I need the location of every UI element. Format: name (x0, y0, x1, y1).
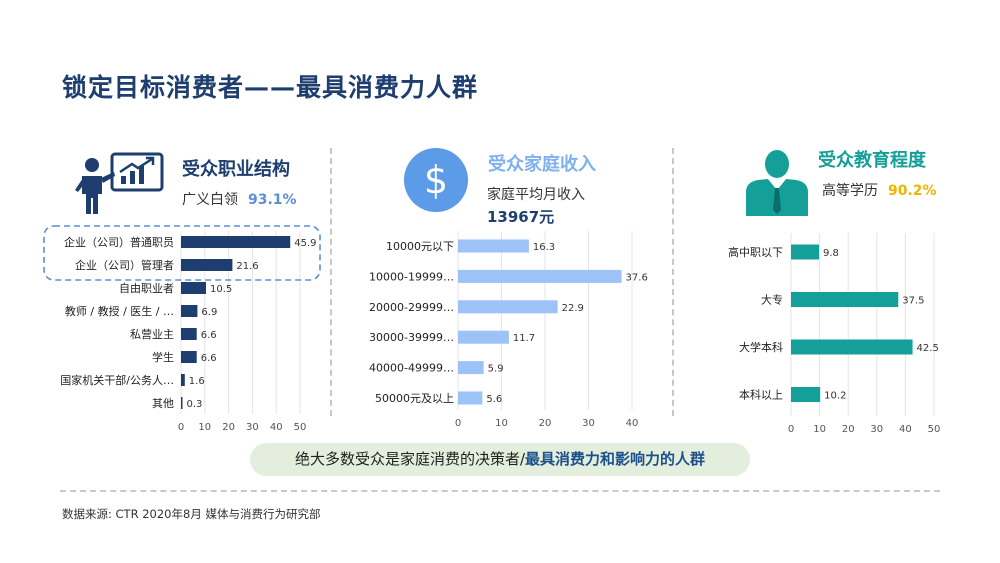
income-category-label: 40000-49999… (369, 362, 454, 375)
education-tick-label: 30 (870, 424, 883, 435)
occupation-category-label: 私营业主 (130, 327, 174, 341)
occupation-category-label: 企业（公司）普通职员 (64, 235, 174, 249)
occupation-data-label: 21.6 (236, 261, 258, 272)
income-bar (458, 239, 529, 253)
education-tick-label: 10 (813, 424, 826, 435)
income-subtitle: 家庭平均月收入 (487, 187, 585, 203)
occupation-bar (181, 282, 206, 294)
occupation-data-label: 45.9 (294, 238, 316, 249)
income-bar (458, 361, 484, 375)
education-bar (791, 244, 820, 260)
income-tick-label: 20 (539, 418, 552, 429)
income-bar (458, 391, 483, 405)
education-bar (791, 387, 821, 402)
occupation-data-label: 6.6 (201, 353, 217, 364)
occupation-category-label: 教师 / 教授 / 医生 / … (65, 304, 174, 318)
income-tick-label: 10 (495, 418, 508, 429)
education-bar (791, 292, 899, 307)
income-data-label: 22.9 (562, 303, 584, 314)
income-category-label: 10000元以下 (386, 240, 454, 253)
income-category-label: 50000元及以上 (375, 392, 454, 405)
occupation-tick-label: 50 (294, 422, 307, 433)
income-category-label: 20000-29999… (369, 301, 454, 314)
occupation-tick-label: 0 (178, 422, 184, 433)
occupation-bar (181, 236, 291, 248)
occupation-data-label: 6.6 (201, 330, 217, 341)
income-data-label: 5.6 (486, 394, 502, 405)
education-subtitle: 高等学历 90.2% (822, 180, 937, 200)
income-tick-label: 30 (582, 418, 595, 429)
income-bar (458, 330, 509, 344)
occupation-category-label: 学生 (152, 350, 174, 364)
education-bar (791, 339, 913, 355)
data-source: 数据来源: CTR 2020年8月 媒体与消费行为研究部 (62, 507, 321, 521)
summary-banner-highlight: 最具消费力和影响力的人群 (525, 450, 706, 468)
presenter-chart-icon (72, 152, 164, 220)
education-category-label: 大学本科 (739, 340, 783, 354)
occupation-highlight-box (43, 225, 321, 281)
income-data-label: 16.3 (533, 242, 555, 253)
education-tick-label: 50 (928, 424, 941, 435)
occupation-subtitle: 广义白领 93.1% (182, 189, 297, 209)
income-data-label: 5.9 (488, 364, 504, 375)
education-data-label: 42.5 (917, 343, 939, 354)
occupation-bar (181, 328, 197, 340)
svg-text:$: $ (424, 158, 448, 202)
footer-divider (60, 490, 940, 492)
education-category-label: 大专 (761, 293, 783, 307)
income-category-label: 10000-19999… (369, 270, 454, 283)
income-tick-label: 40 (626, 418, 639, 429)
education-category-label: 本科以上 (739, 388, 783, 402)
person-suit-icon (744, 148, 810, 220)
education-title: 受众教育程度 (818, 150, 926, 171)
occupation-bar (181, 259, 233, 271)
occupation-pct: 93.1% (248, 192, 297, 208)
panel-divider-left (330, 148, 332, 416)
occupation-data-label: 1.6 (189, 376, 205, 387)
occupation-tick-label: 40 (270, 422, 283, 433)
occupation-tick-label: 10 (198, 422, 211, 433)
occupation-data-label: 0.3 (187, 399, 203, 410)
income-bar (458, 300, 558, 314)
education-data-label: 37.5 (902, 296, 924, 307)
income-value: 13967元 (487, 208, 555, 226)
occupation-data-label: 10.5 (210, 284, 232, 295)
education-tick-label: 0 (788, 424, 794, 435)
education-data-label: 9.8 (823, 248, 839, 259)
income-data-label: 11.7 (513, 333, 535, 344)
income-data-label: 37.6 (626, 272, 648, 283)
occupation-title: 受众职业结构 (182, 159, 290, 180)
summary-banner-text: 绝大多数受众是家庭消费的决策者/ (294, 450, 526, 468)
occupation-category-label: 自由职业者 (119, 281, 174, 295)
summary-banner: 绝大多数受众是家庭消费的决策者/最具消费力和影响力的人群 (250, 443, 750, 476)
occupation-data-label: 6.9 (201, 307, 217, 318)
education-tick-label: 40 (899, 424, 912, 435)
occupation-tick-label: 20 (222, 422, 235, 433)
occupation-category-label: 企业（公司）管理者 (75, 258, 174, 272)
education-pct: 90.2% (888, 183, 937, 199)
page-title: 锁定目标消费者——最具消费力人群 (62, 73, 479, 102)
occupation-category-label: 其他 (152, 397, 174, 410)
occupation-category-label: 国家机关干部/公务人… (60, 373, 174, 387)
occupation-subtitle-label: 广义白领 (182, 192, 238, 208)
occupation-bar (181, 305, 198, 317)
education-data-label: 10.2 (824, 391, 846, 402)
occupation-bar (181, 351, 197, 363)
dollar-icon: $ (403, 147, 469, 217)
education-tick-label: 20 (842, 424, 855, 435)
occupation-bar (181, 397, 183, 409)
occupation-tick-label: 30 (246, 422, 259, 433)
education-subtitle-label: 高等学历 (822, 183, 878, 199)
income-bar (458, 269, 622, 283)
panel-divider-right (672, 148, 674, 416)
income-category-label: 30000-39999… (369, 331, 454, 344)
income-title: 受众家庭收入 (488, 154, 596, 175)
income-tick-label: 0 (455, 418, 461, 429)
education-category-label: 高中职以下 (728, 245, 783, 259)
occupation-bar (181, 374, 185, 386)
